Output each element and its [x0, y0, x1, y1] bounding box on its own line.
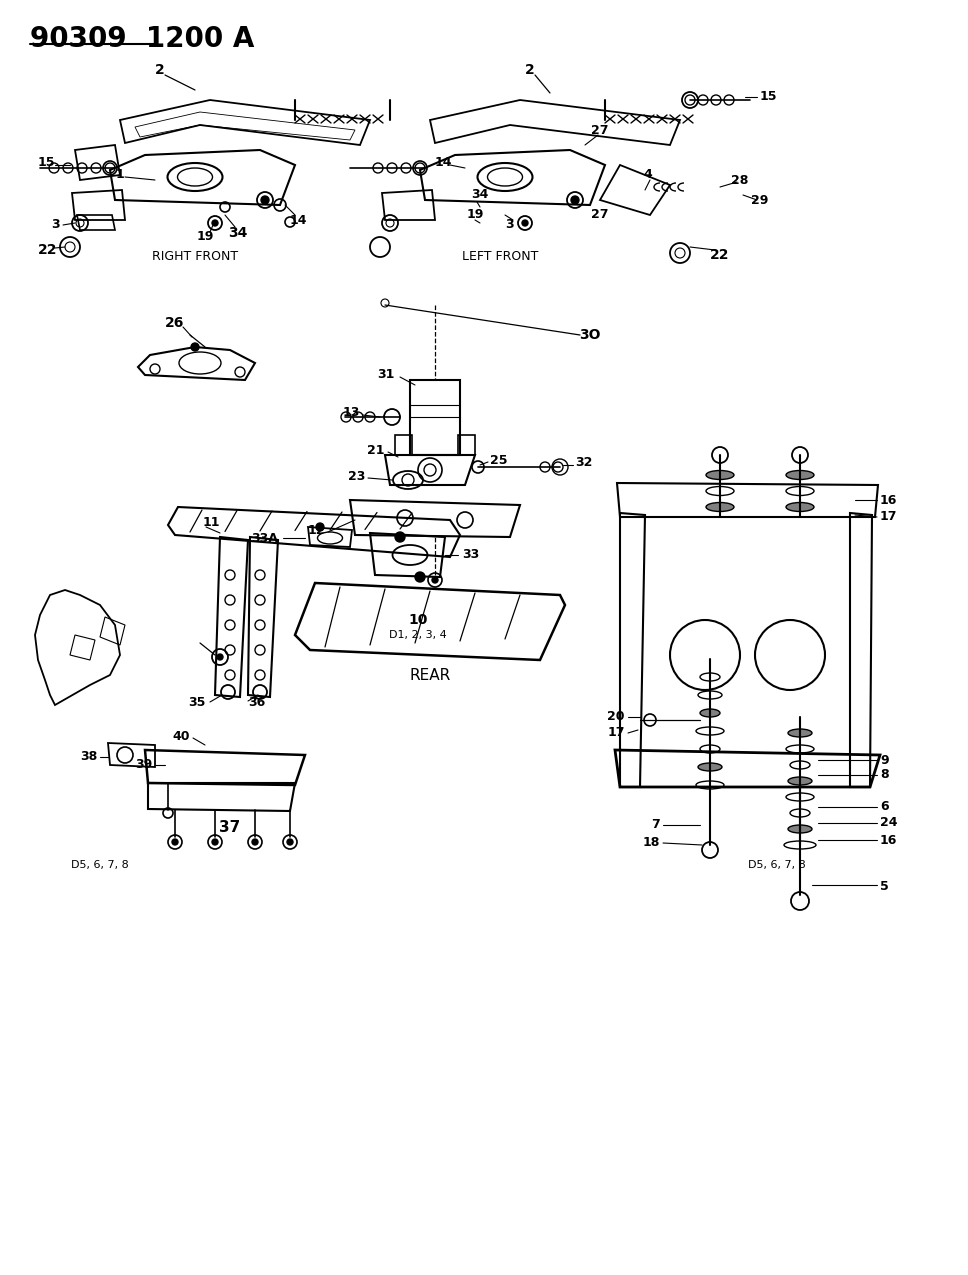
- Circle shape: [212, 839, 218, 845]
- Text: 33: 33: [462, 548, 479, 561]
- Circle shape: [432, 578, 438, 583]
- Text: 1: 1: [115, 168, 124, 181]
- Text: 22: 22: [38, 244, 57, 258]
- Text: 22: 22: [711, 249, 730, 261]
- Text: 7: 7: [651, 819, 660, 831]
- Text: 20: 20: [608, 710, 625, 723]
- Ellipse shape: [786, 470, 814, 479]
- Text: 40: 40: [172, 731, 190, 743]
- Circle shape: [172, 839, 178, 845]
- Text: 90309  1200 A: 90309 1200 A: [30, 26, 255, 54]
- Text: 21: 21: [368, 444, 385, 456]
- Text: 2: 2: [525, 62, 535, 76]
- Circle shape: [287, 839, 293, 845]
- Text: 27: 27: [591, 209, 609, 222]
- Text: 17: 17: [880, 510, 897, 524]
- Text: 4: 4: [644, 168, 652, 181]
- Text: 32: 32: [575, 456, 592, 469]
- Text: 38: 38: [79, 751, 97, 764]
- Text: 29: 29: [751, 194, 769, 207]
- Text: REAR: REAR: [409, 668, 451, 682]
- Ellipse shape: [788, 729, 812, 737]
- Circle shape: [191, 343, 199, 351]
- Text: 17: 17: [608, 727, 625, 739]
- Text: 15: 15: [760, 91, 777, 103]
- Text: 2: 2: [155, 62, 165, 76]
- Ellipse shape: [788, 825, 812, 833]
- Text: 18: 18: [643, 836, 660, 849]
- Text: D1, 2, 3, 4: D1, 2, 3, 4: [389, 630, 447, 640]
- Circle shape: [395, 532, 405, 542]
- Text: D5, 6, 7, 8: D5, 6, 7, 8: [71, 861, 129, 870]
- Text: 16: 16: [880, 834, 897, 847]
- Text: 3O: 3O: [579, 328, 601, 342]
- Text: 36: 36: [248, 696, 265, 709]
- Text: 15: 15: [38, 157, 55, 170]
- Text: 28: 28: [731, 173, 748, 186]
- Text: 34: 34: [228, 226, 248, 240]
- Text: 6: 6: [880, 801, 889, 813]
- Text: RIGHT FRONT: RIGHT FRONT: [152, 250, 238, 264]
- Text: 12: 12: [308, 524, 325, 537]
- Text: 23: 23: [348, 470, 365, 483]
- Text: 16: 16: [880, 493, 897, 506]
- Circle shape: [261, 196, 269, 204]
- Text: 19: 19: [197, 231, 214, 244]
- Ellipse shape: [786, 502, 814, 511]
- Circle shape: [571, 196, 579, 204]
- Ellipse shape: [706, 470, 734, 479]
- Circle shape: [212, 221, 218, 226]
- Circle shape: [415, 572, 425, 581]
- Text: 26: 26: [166, 316, 185, 330]
- Ellipse shape: [706, 502, 734, 511]
- Text: 14: 14: [289, 213, 307, 227]
- Circle shape: [252, 839, 258, 845]
- Text: 9: 9: [880, 754, 889, 766]
- Text: 24: 24: [880, 816, 897, 830]
- Text: 14: 14: [435, 157, 452, 170]
- Text: 31: 31: [378, 368, 395, 381]
- Ellipse shape: [698, 762, 722, 771]
- Circle shape: [217, 654, 223, 660]
- Circle shape: [316, 523, 324, 530]
- Text: 5: 5: [880, 881, 889, 894]
- Text: 39: 39: [135, 759, 152, 771]
- Text: 3: 3: [505, 218, 514, 232]
- Ellipse shape: [700, 709, 720, 717]
- Circle shape: [522, 221, 528, 226]
- Text: 11: 11: [203, 516, 221, 529]
- Text: 34: 34: [471, 189, 489, 201]
- Text: 33A: 33A: [251, 532, 278, 544]
- Ellipse shape: [788, 776, 812, 785]
- Text: 25: 25: [490, 454, 507, 467]
- Text: 3: 3: [50, 218, 59, 232]
- Text: D5, 6, 7, 8: D5, 6, 7, 8: [748, 861, 805, 870]
- Text: 10: 10: [408, 613, 428, 627]
- Text: 13: 13: [343, 407, 360, 419]
- Text: 27: 27: [591, 124, 609, 136]
- Text: 8: 8: [880, 769, 889, 782]
- Text: 37: 37: [220, 820, 241, 835]
- Text: 35: 35: [189, 696, 206, 709]
- Text: 19: 19: [467, 209, 484, 222]
- Text: LEFT FRONT: LEFT FRONT: [462, 250, 538, 264]
